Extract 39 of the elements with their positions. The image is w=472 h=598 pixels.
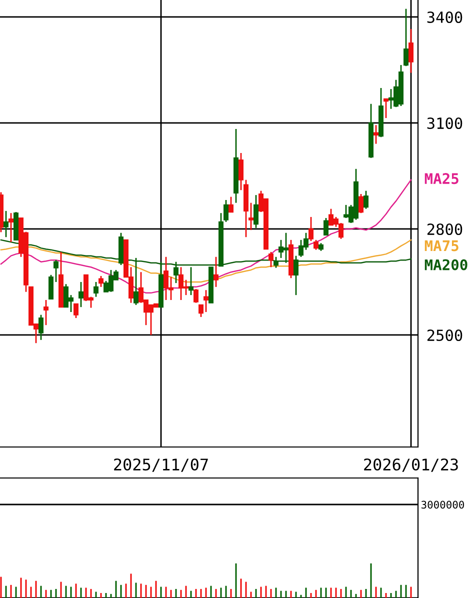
candlestick (308, 216, 314, 242)
candlestick (358, 193, 364, 214)
candlestick (213, 256, 219, 288)
candlestick (313, 239, 319, 251)
candlestick (268, 251, 274, 268)
candlestick (8, 212, 14, 243)
candlestick (38, 314, 44, 341)
candlestick (198, 304, 204, 318)
candlestick (323, 217, 329, 236)
candlestick (53, 259, 59, 283)
y-tick-label: 2500 (427, 329, 462, 342)
y-tick-label: 3000000 (421, 500, 464, 509)
x-tick-label: 2025/11/07 (114, 458, 208, 472)
candlestick (93, 281, 99, 298)
candlestick (98, 275, 104, 288)
candlestick (248, 202, 254, 231)
candlestick (228, 196, 234, 213)
candlestick (383, 98, 389, 119)
candlestick (43, 299, 49, 326)
candlestick (73, 303, 79, 319)
series-label: MA75 (424, 240, 458, 252)
candlestick (253, 194, 259, 229)
x-tick-label: 2026/01/23 (364, 458, 458, 472)
candlestick (238, 152, 244, 191)
candlestick (223, 199, 229, 223)
candlestick (203, 289, 209, 313)
candlestick (78, 281, 84, 308)
series-label: MA200 (424, 259, 468, 270)
candlestick (403, 8, 409, 67)
candlestick (48, 274, 54, 300)
candlestick (3, 210, 9, 238)
y-tick-label: 3100 (427, 117, 462, 130)
series-label: MA25 (424, 173, 458, 184)
candlestick (193, 288, 199, 304)
candlestick (408, 28, 414, 74)
candlestick (373, 124, 379, 145)
candlestick (363, 190, 369, 210)
y-tick-label: 2800 (427, 223, 462, 236)
y-tick-label: 3400 (427, 11, 462, 24)
